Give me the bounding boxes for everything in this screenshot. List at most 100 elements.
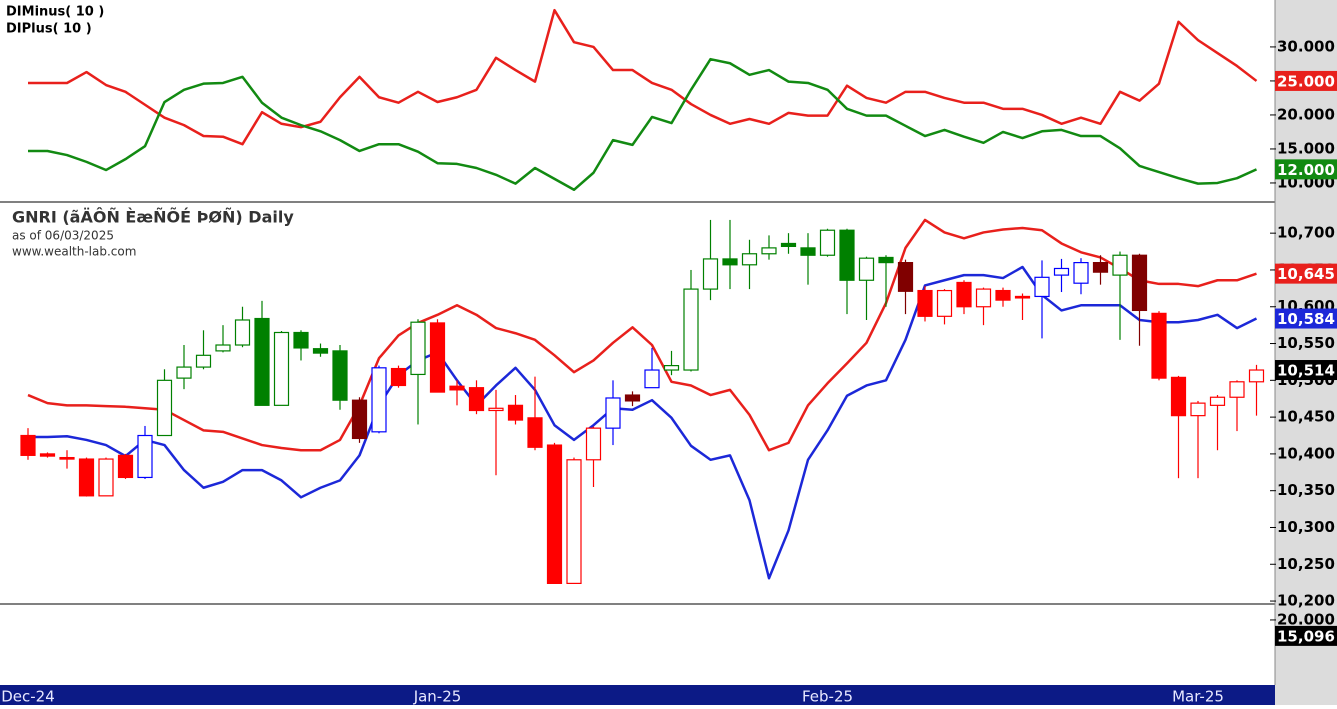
candle-body xyxy=(585,427,602,461)
candle-body xyxy=(59,456,75,460)
y-tick-label: 15.000 xyxy=(1277,139,1335,157)
series-line xyxy=(28,8,1258,146)
candle-body xyxy=(819,229,836,256)
candle-body xyxy=(605,397,621,429)
candle-body xyxy=(117,454,134,479)
candle-body xyxy=(683,288,699,371)
candle-body xyxy=(273,331,290,406)
value-badge-label: 12.000 xyxy=(1277,161,1335,179)
candle-body xyxy=(449,385,465,391)
y-tick-label: 10,450 xyxy=(1277,408,1335,426)
candle-body xyxy=(1170,376,1187,417)
y-tick-label: 10,350 xyxy=(1277,481,1335,499)
chart-subtitle: as of 06/03/2025 xyxy=(12,229,114,243)
y-tick-label: 10,200 xyxy=(1277,592,1335,610)
candle-body xyxy=(468,387,485,412)
candle-body xyxy=(546,444,563,584)
candle-body xyxy=(663,365,680,371)
candle-body xyxy=(858,257,875,281)
candle-body xyxy=(566,459,582,584)
y-tick-label: 20.000 xyxy=(1277,105,1335,123)
axis-panel xyxy=(1275,0,1337,705)
candle-body xyxy=(312,348,329,354)
candle-body xyxy=(507,404,524,421)
candle-body xyxy=(1053,267,1070,276)
candle-body xyxy=(351,399,368,440)
x-tick-label: Jan-25 xyxy=(413,688,462,706)
x-axis-bar xyxy=(0,685,1275,705)
series-line xyxy=(28,57,1258,192)
legend-entry: DIPlus( 10 ) xyxy=(6,22,92,37)
value-badge xyxy=(1275,360,1337,381)
candle-body xyxy=(390,367,407,387)
candle-body xyxy=(1190,402,1206,417)
candle-body xyxy=(780,242,797,248)
candle-body xyxy=(254,317,270,406)
value-badge-label: 10,584 xyxy=(1277,310,1335,328)
value-badge xyxy=(1275,70,1337,91)
candle-body xyxy=(917,289,933,317)
candle-body xyxy=(995,289,1011,301)
candle-body xyxy=(137,434,153,479)
candle-body xyxy=(1131,254,1148,312)
candle-body xyxy=(1073,261,1089,284)
value-badge-label: 25.000 xyxy=(1277,72,1335,90)
legend-entry: DIMinus( 10 ) xyxy=(6,5,104,20)
value-badge xyxy=(1275,263,1337,284)
candle-body xyxy=(897,261,914,292)
candle-body xyxy=(98,458,114,497)
value-badge xyxy=(1275,625,1337,646)
value-badge-label: 15,096 xyxy=(1277,627,1335,645)
candle-body xyxy=(975,288,992,308)
candle-body xyxy=(702,258,719,290)
source: www.wealth-lab.com xyxy=(12,245,136,259)
candle-body xyxy=(722,258,738,266)
candle-body xyxy=(156,379,173,437)
candle-body xyxy=(488,407,504,412)
candle-body xyxy=(741,253,758,266)
candle-body xyxy=(956,281,972,308)
candle-body xyxy=(1229,381,1245,398)
candle-body xyxy=(293,331,309,349)
value-badge-label: 10,514 xyxy=(1277,362,1335,380)
series-line xyxy=(28,265,1258,580)
candle-body xyxy=(410,321,426,376)
candle-body xyxy=(761,247,777,255)
candle-body xyxy=(20,434,36,456)
value-badge xyxy=(1275,159,1337,180)
candle-body xyxy=(644,369,660,389)
candle-body xyxy=(176,366,192,379)
candle-body xyxy=(1209,396,1226,406)
x-tick-label: Mar-25 xyxy=(1172,688,1224,706)
x-tick-label: Feb-25 xyxy=(802,688,853,706)
candle-body xyxy=(1034,276,1050,298)
candle-body xyxy=(527,417,543,448)
candle-body xyxy=(1014,295,1031,299)
chart-title: GNRI (ãÄÔÑ ÈæÑÕÉ ÞØÑ) Daily xyxy=(12,208,294,227)
candle-body xyxy=(39,453,56,457)
value-badge xyxy=(1275,308,1337,329)
candle-body xyxy=(624,394,641,402)
candle-body xyxy=(429,322,446,393)
candle-body xyxy=(1151,312,1167,379)
series-line xyxy=(27,218,1257,452)
candle-body xyxy=(78,458,95,497)
plot: 10.00015.00020.00025.00030.00025.00012.0… xyxy=(1,8,1337,706)
y-tick-label: 20.000 xyxy=(1277,610,1335,628)
candle-body xyxy=(878,256,894,264)
candle-body xyxy=(1092,261,1109,273)
candle-body xyxy=(371,367,387,433)
y-tick-label: 10,250 xyxy=(1277,555,1335,573)
candle-body xyxy=(234,319,251,346)
y-tick-label: 10,700 xyxy=(1277,224,1335,242)
candle-body xyxy=(936,289,953,317)
x-tick-label: Dec-24 xyxy=(1,688,55,706)
candle-body xyxy=(195,354,212,368)
candle-body xyxy=(1112,254,1128,276)
candle-body xyxy=(839,229,855,281)
candle-body xyxy=(332,350,348,401)
candle-body xyxy=(800,247,816,256)
candle-body xyxy=(1248,369,1265,383)
